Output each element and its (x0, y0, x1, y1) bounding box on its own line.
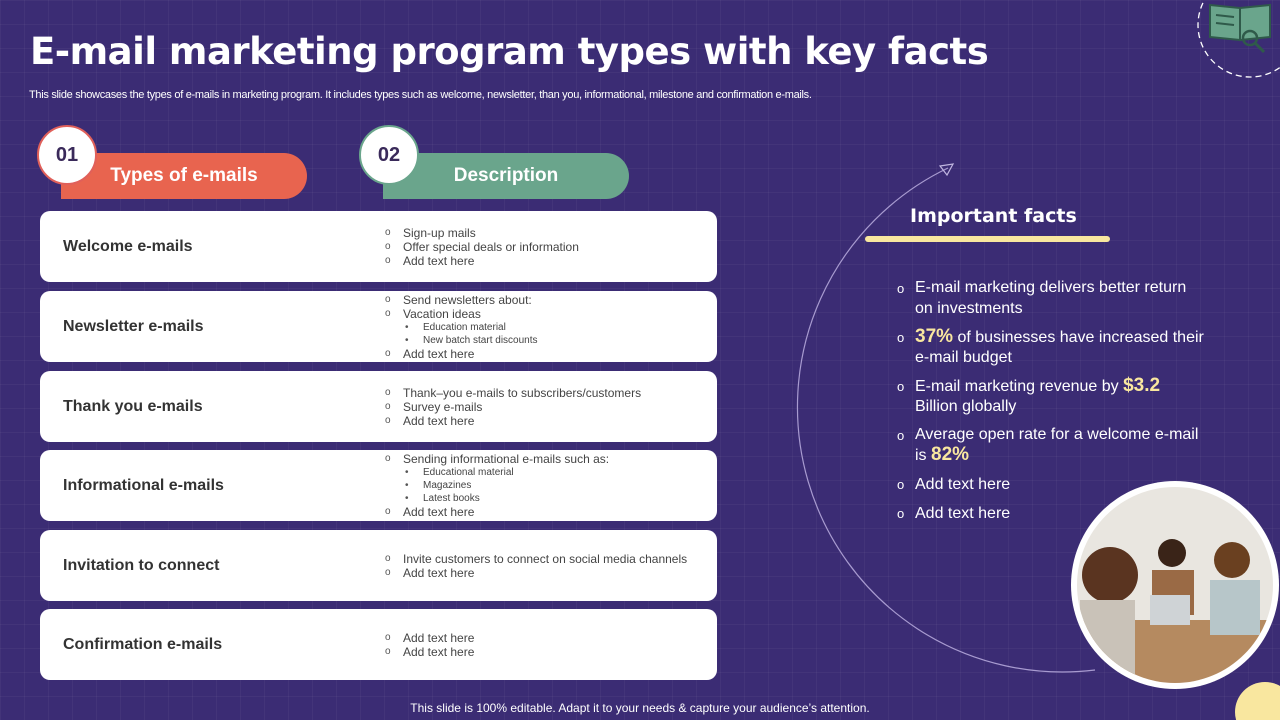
description-item: Add text here (385, 631, 474, 645)
description-item: Sending informational e-mails such as: (385, 452, 609, 466)
fact-item: E-mail marketing revenue by $3.2 Billion… (897, 376, 1207, 417)
table-row: Newsletter e-mails Send newsletters about… (40, 291, 717, 362)
description-item: Offer special deals or information (385, 240, 579, 254)
header-label: Types of e-mails (110, 165, 258, 186)
table-row: Thank you e-mails Thank–you e-mails to su… (40, 371, 717, 442)
description-item: Send newsletters about: (385, 293, 538, 307)
arrow-head-icon (938, 163, 955, 177)
fact-text: Add text here (915, 476, 1011, 493)
description-list: Add text hereAdd text here (385, 609, 474, 680)
table-row: Welcome e-mails Sign-up mailsOffer specia… (40, 211, 717, 282)
email-type: Thank you e-mails (63, 397, 203, 415)
description-item: Education material (385, 321, 538, 334)
description-item: Thank–you e-mails to subscribers/custome… (385, 386, 641, 400)
description-item: Add text here (385, 414, 641, 428)
fact-text: Add text here (915, 505, 1011, 522)
description-list: Sending informational e-mails such as:Ed… (385, 450, 609, 521)
page-title: E-mail marketing program types with key … (30, 30, 989, 73)
email-type: Invitation to connect (63, 556, 220, 574)
fact-item: Add text here (897, 503, 1207, 524)
description-list: Sign-up mailsOffer special deals or info… (385, 211, 579, 282)
description-item: Latest books (385, 492, 609, 505)
fact-text: of businesses have increased their e-mai… (915, 329, 1204, 366)
header-number: 02 (359, 125, 419, 185)
header-description: Description (383, 153, 629, 199)
description-item: Vacation ideas (385, 307, 538, 321)
page-subtitle: This slide showcases the types of e-mail… (29, 89, 812, 101)
fact-text: Average open rate for a welcome e-mail i… (915, 426, 1199, 464)
facts-underline (865, 236, 1110, 242)
description-item: Educational material (385, 466, 609, 479)
header-number: 01 (37, 125, 97, 185)
team-meeting-photo (1071, 481, 1279, 689)
email-type: Welcome e-mails (63, 237, 193, 255)
facts-list: E-mail marketing delivers better return … (897, 278, 1207, 532)
fact-highlight: $3.2 (1123, 375, 1161, 396)
fact-highlight: 82% (931, 444, 970, 465)
email-type: Informational e-mails (63, 476, 224, 494)
description-list: Send newsletters about:Vacation ideasEdu… (385, 291, 538, 362)
fact-text: Billion globally (915, 398, 1017, 415)
facts-title: Important facts (910, 205, 1077, 227)
description-item: New batch start discounts (385, 334, 538, 347)
description-item: Add text here (385, 566, 687, 580)
header-label: Description (453, 165, 559, 186)
description-item: Invite customers to connect on social me… (385, 552, 687, 566)
fact-text: E-mail marketing revenue by (915, 378, 1124, 395)
description-item: Add text here (385, 645, 474, 659)
fact-item: 37% of businesses have increased their e… (897, 327, 1207, 368)
table-row: Confirmation e-mails Add text hereAdd tex… (40, 609, 717, 680)
table-row: Invitation to connect Invite customers to… (40, 530, 717, 601)
fact-highlight: 37% (915, 326, 954, 347)
description-item: Add text here (385, 505, 609, 519)
fact-item: Average open rate for a welcome e-mail i… (897, 425, 1207, 466)
footer-note: This slide is 100% editable. Adapt it to… (410, 701, 870, 715)
description-item: Add text here (385, 347, 538, 361)
book-search-icon (1209, 3, 1271, 54)
email-type: Confirmation e-mails (63, 635, 223, 653)
description-list: Thank–you e-mails to subscribers/custome… (385, 371, 641, 442)
description-item: Add text here (385, 254, 579, 268)
description-list: Invite customers to connect on social me… (385, 530, 687, 601)
description-item: Magazines (385, 479, 609, 492)
description-item: Sign-up mails (385, 226, 579, 240)
fact-item: E-mail marketing delivers better return … (897, 278, 1207, 319)
header-types: Types of e-mails (61, 153, 307, 199)
email-type: Newsletter e-mails (63, 317, 204, 335)
table-row: Informational e-mails Sending information… (40, 450, 717, 521)
fact-text: E-mail marketing delivers better return … (915, 279, 1187, 317)
description-item: Survey e-mails (385, 400, 641, 414)
fact-item: Add text here (897, 474, 1207, 495)
